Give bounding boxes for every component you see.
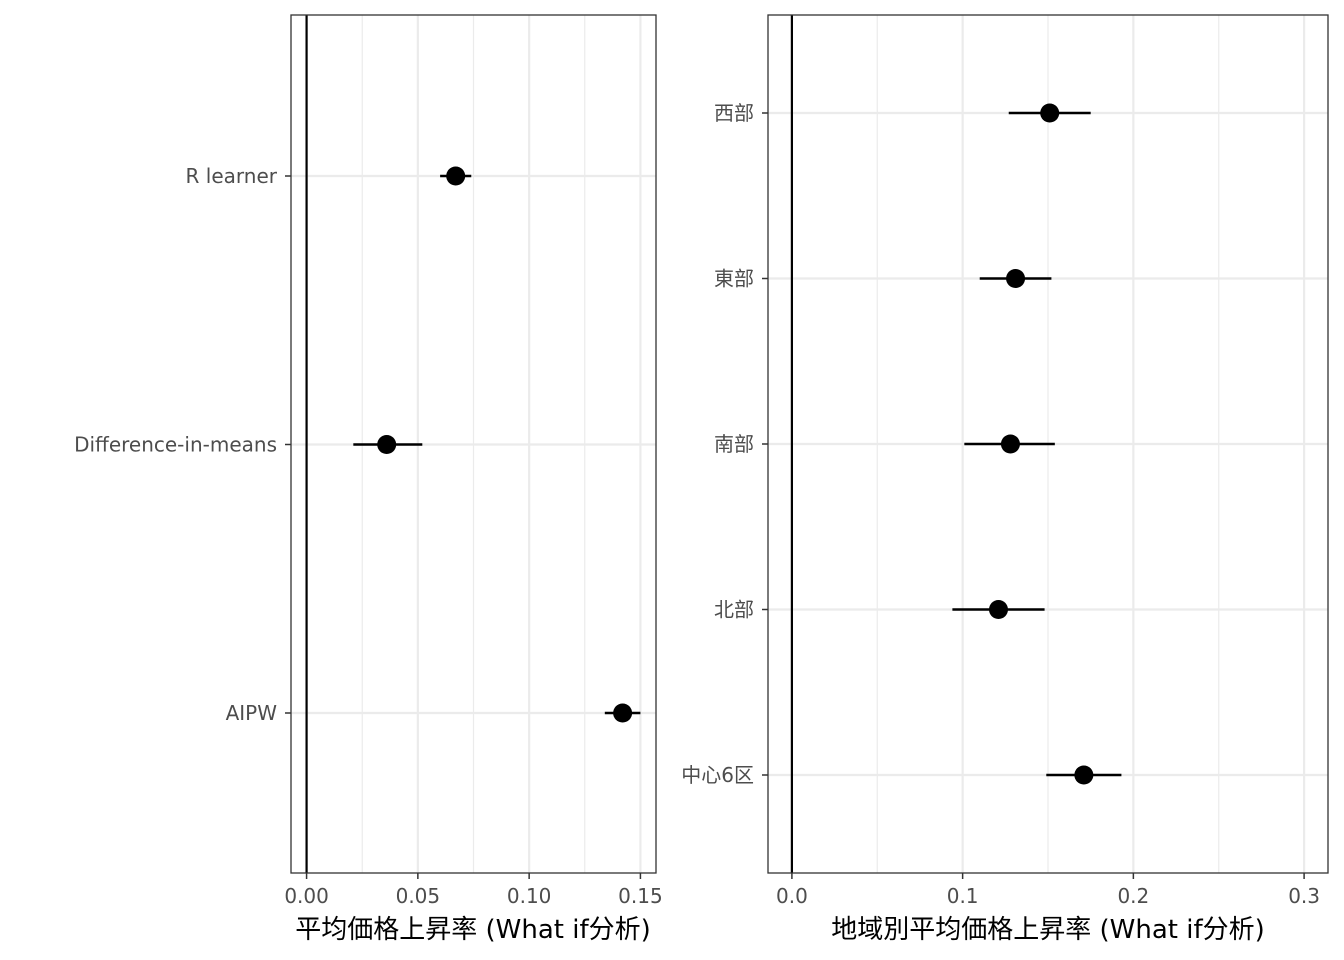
y-tick-label: 東部 [714, 267, 754, 291]
x-tick-label: 0.15 [618, 884, 663, 908]
point-estimate [377, 435, 397, 454]
x-tick-label: 0.2 [1117, 884, 1149, 908]
x-axis-title-regional: 地域別平均価格上昇率 (What if分析) [831, 915, 1265, 945]
y-tick-label: AIPW [226, 701, 278, 725]
point-estimate [1006, 269, 1026, 288]
y-tick-label: 西部 [714, 101, 754, 125]
x-tick-label: 0.1 [947, 884, 979, 908]
y-tick-label: 南部 [714, 432, 754, 456]
panel-overall-estimates: AIPW Difference-in-means R learner 0.00 0.05… [74, 14, 663, 908]
x-tick-label: 0.0 [776, 884, 808, 908]
x-tick-label: 0.05 [396, 884, 441, 908]
x-tick-label: 0.10 [507, 884, 552, 908]
y-tick-label: 北部 [714, 598, 754, 622]
point-estimate [1000, 434, 1020, 454]
point-estimate [613, 703, 633, 723]
point-estimate [988, 600, 1008, 619]
panel-regional-estimates: 中心6区 北部 南部 東部 西部 0.0 0.1 0.2 0.3 [681, 14, 1329, 908]
x-tick-label: 0.00 [284, 884, 329, 908]
point-estimate [446, 166, 466, 186]
x-axis-title-overall: 平均価格上昇率 (What if分析) [295, 915, 651, 945]
y-tick-label: 中心6区 [681, 763, 754, 787]
point-estimate [1040, 103, 1060, 123]
y-tick-label: Difference-in-means [74, 433, 277, 457]
x-tick-label: 0.3 [1288, 884, 1320, 908]
y-tick-label: R learner [186, 164, 278, 188]
point-estimate [1074, 765, 1094, 785]
